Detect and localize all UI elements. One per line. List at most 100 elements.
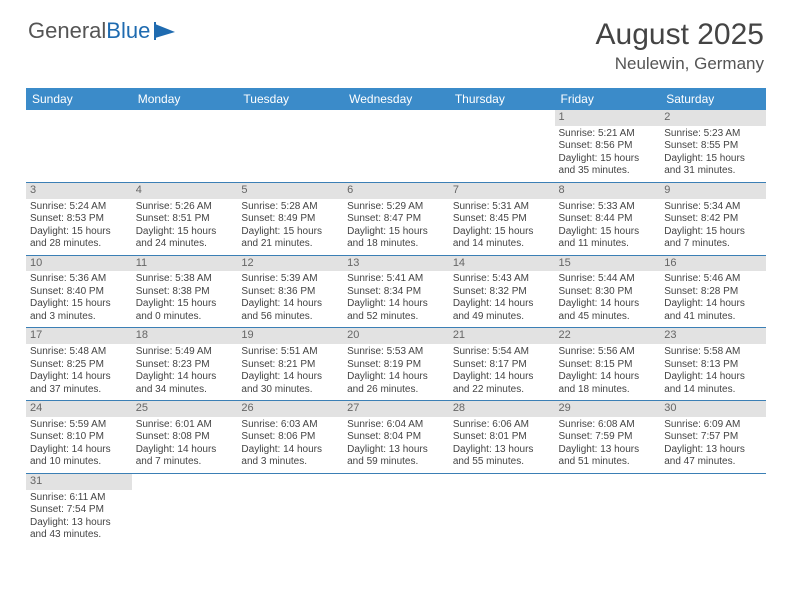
day-number: 19 [237, 328, 343, 344]
calendar-cell: 8Sunrise: 5:33 AMSunset: 8:44 PMDaylight… [555, 182, 661, 255]
calendar-cell: 15Sunrise: 5:44 AMSunset: 8:30 PMDayligh… [555, 255, 661, 328]
daylight-text: and 28 minutes. [30, 238, 128, 251]
title-block: August 2025 Neulewin, Germany [596, 18, 764, 74]
daylight-text: Daylight: 14 hours [136, 371, 234, 384]
day-number: 15 [555, 256, 661, 272]
calendar-cell [132, 473, 238, 545]
day-number: 26 [237, 401, 343, 417]
calendar-cell: 30Sunrise: 6:09 AMSunset: 7:57 PMDayligh… [660, 401, 766, 474]
sunrise-text: Sunrise: 6:01 AM [136, 419, 234, 432]
sunset-text: Sunset: 8:45 PM [453, 213, 551, 226]
calendar-cell: 23Sunrise: 5:58 AMSunset: 8:13 PMDayligh… [660, 328, 766, 401]
calendar-cell: 28Sunrise: 6:06 AMSunset: 8:01 PMDayligh… [449, 401, 555, 474]
day-header-row: Sunday Monday Tuesday Wednesday Thursday… [26, 88, 766, 110]
calendar-cell: 21Sunrise: 5:54 AMSunset: 8:17 PMDayligh… [449, 328, 555, 401]
sunrise-text: Sunrise: 6:11 AM [30, 492, 128, 505]
sunrise-text: Sunrise: 5:24 AM [30, 201, 128, 214]
daylight-text: Daylight: 15 hours [559, 153, 657, 166]
calendar-cell: 18Sunrise: 5:49 AMSunset: 8:23 PMDayligh… [132, 328, 238, 401]
calendar-cell: 17Sunrise: 5:48 AMSunset: 8:25 PMDayligh… [26, 328, 132, 401]
calendar-cell: 6Sunrise: 5:29 AMSunset: 8:47 PMDaylight… [343, 182, 449, 255]
daylight-text: and 59 minutes. [347, 456, 445, 469]
day-number: 4 [132, 183, 238, 199]
day-number: 18 [132, 328, 238, 344]
calendar-cell: 16Sunrise: 5:46 AMSunset: 8:28 PMDayligh… [660, 255, 766, 328]
sunset-text: Sunset: 8:08 PM [136, 431, 234, 444]
daylight-text: and 45 minutes. [559, 311, 657, 324]
sunset-text: Sunset: 8:25 PM [30, 359, 128, 372]
day-number: 9 [660, 183, 766, 199]
day-number: 30 [660, 401, 766, 417]
daylight-text: and 43 minutes. [30, 529, 128, 542]
daylight-text: Daylight: 14 hours [30, 444, 128, 457]
logo-text-2: Blue [106, 18, 150, 44]
sunset-text: Sunset: 8:56 PM [559, 140, 657, 153]
month-title: August 2025 [596, 18, 764, 52]
calendar-cell: 27Sunrise: 6:04 AMSunset: 8:04 PMDayligh… [343, 401, 449, 474]
sunset-text: Sunset: 8:13 PM [664, 359, 762, 372]
calendar-cell [237, 110, 343, 182]
calendar-cell: 7Sunrise: 5:31 AMSunset: 8:45 PMDaylight… [449, 182, 555, 255]
daylight-text: and 14 minutes. [664, 384, 762, 397]
sunrise-text: Sunrise: 5:21 AM [559, 128, 657, 141]
day-number: 31 [26, 474, 132, 490]
day-number: 1 [555, 110, 661, 126]
sunset-text: Sunset: 8:42 PM [664, 213, 762, 226]
daylight-text: Daylight: 13 hours [347, 444, 445, 457]
sunset-text: Sunset: 8:32 PM [453, 286, 551, 299]
location-label: Neulewin, Germany [596, 54, 764, 74]
daylight-text: Daylight: 14 hours [664, 371, 762, 384]
calendar-cell [660, 473, 766, 545]
calendar-cell: 13Sunrise: 5:41 AMSunset: 8:34 PMDayligh… [343, 255, 449, 328]
daylight-text: and 10 minutes. [30, 456, 128, 469]
sunset-text: Sunset: 8:51 PM [136, 213, 234, 226]
calendar-cell [343, 473, 449, 545]
calendar-cell: 12Sunrise: 5:39 AMSunset: 8:36 PMDayligh… [237, 255, 343, 328]
sunset-text: Sunset: 8:30 PM [559, 286, 657, 299]
day-number: 24 [26, 401, 132, 417]
day-number: 20 [343, 328, 449, 344]
daylight-text: and 34 minutes. [136, 384, 234, 397]
sunrise-text: Sunrise: 5:26 AM [136, 201, 234, 214]
logo-flag-icon [153, 22, 179, 40]
daylight-text: and 41 minutes. [664, 311, 762, 324]
calendar-cell [237, 473, 343, 545]
calendar-cell: 5Sunrise: 5:28 AMSunset: 8:49 PMDaylight… [237, 182, 343, 255]
daylight-text: and 55 minutes. [453, 456, 551, 469]
calendar-cell: 22Sunrise: 5:56 AMSunset: 8:15 PMDayligh… [555, 328, 661, 401]
daylight-text: and 18 minutes. [347, 238, 445, 251]
calendar-week-row: 3Sunrise: 5:24 AMSunset: 8:53 PMDaylight… [26, 182, 766, 255]
sunrise-text: Sunrise: 5:56 AM [559, 346, 657, 359]
daylight-text: and 22 minutes. [453, 384, 551, 397]
sunrise-text: Sunrise: 5:38 AM [136, 273, 234, 286]
calendar-cell: 11Sunrise: 5:38 AMSunset: 8:38 PMDayligh… [132, 255, 238, 328]
daylight-text: and 0 minutes. [136, 311, 234, 324]
calendar-cell: 1 Sunrise: 5:21 AMSunset: 8:56 PMDaylight… [555, 110, 661, 182]
sunset-text: Sunset: 8:19 PM [347, 359, 445, 372]
daylight-text: and 47 minutes. [664, 456, 762, 469]
calendar-cell: 4Sunrise: 5:26 AMSunset: 8:51 PMDaylight… [132, 182, 238, 255]
sunset-text: Sunset: 8:34 PM [347, 286, 445, 299]
sunrise-text: Sunrise: 5:34 AM [664, 201, 762, 214]
day-number: 5 [237, 183, 343, 199]
day-number: 6 [343, 183, 449, 199]
day-number: 27 [343, 401, 449, 417]
sunset-text: Sunset: 8:53 PM [30, 213, 128, 226]
day-number: 22 [555, 328, 661, 344]
calendar-cell: 29Sunrise: 6:08 AMSunset: 7:59 PMDayligh… [555, 401, 661, 474]
sunrise-text: Sunrise: 6:04 AM [347, 419, 445, 432]
daylight-text: Daylight: 14 hours [347, 371, 445, 384]
calendar-week-row: 31Sunrise: 6:11 AMSunset: 7:54 PMDayligh… [26, 473, 766, 545]
daylight-text: Daylight: 14 hours [347, 298, 445, 311]
day-number: 7 [449, 183, 555, 199]
daylight-text: Daylight: 13 hours [664, 444, 762, 457]
daylight-text: and 30 minutes. [241, 384, 339, 397]
daylight-text: Daylight: 15 hours [559, 226, 657, 239]
sunrise-text: Sunrise: 5:28 AM [241, 201, 339, 214]
sunrise-text: Sunrise: 5:33 AM [559, 201, 657, 214]
day-header: Wednesday [343, 88, 449, 110]
day-header: Saturday [660, 88, 766, 110]
day-header: Thursday [449, 88, 555, 110]
daylight-text: and 7 minutes. [664, 238, 762, 251]
day-number: 29 [555, 401, 661, 417]
